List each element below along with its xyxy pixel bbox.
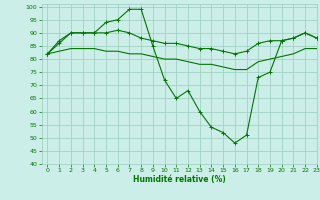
X-axis label: Humidité relative (%): Humidité relative (%) [133,175,226,184]
